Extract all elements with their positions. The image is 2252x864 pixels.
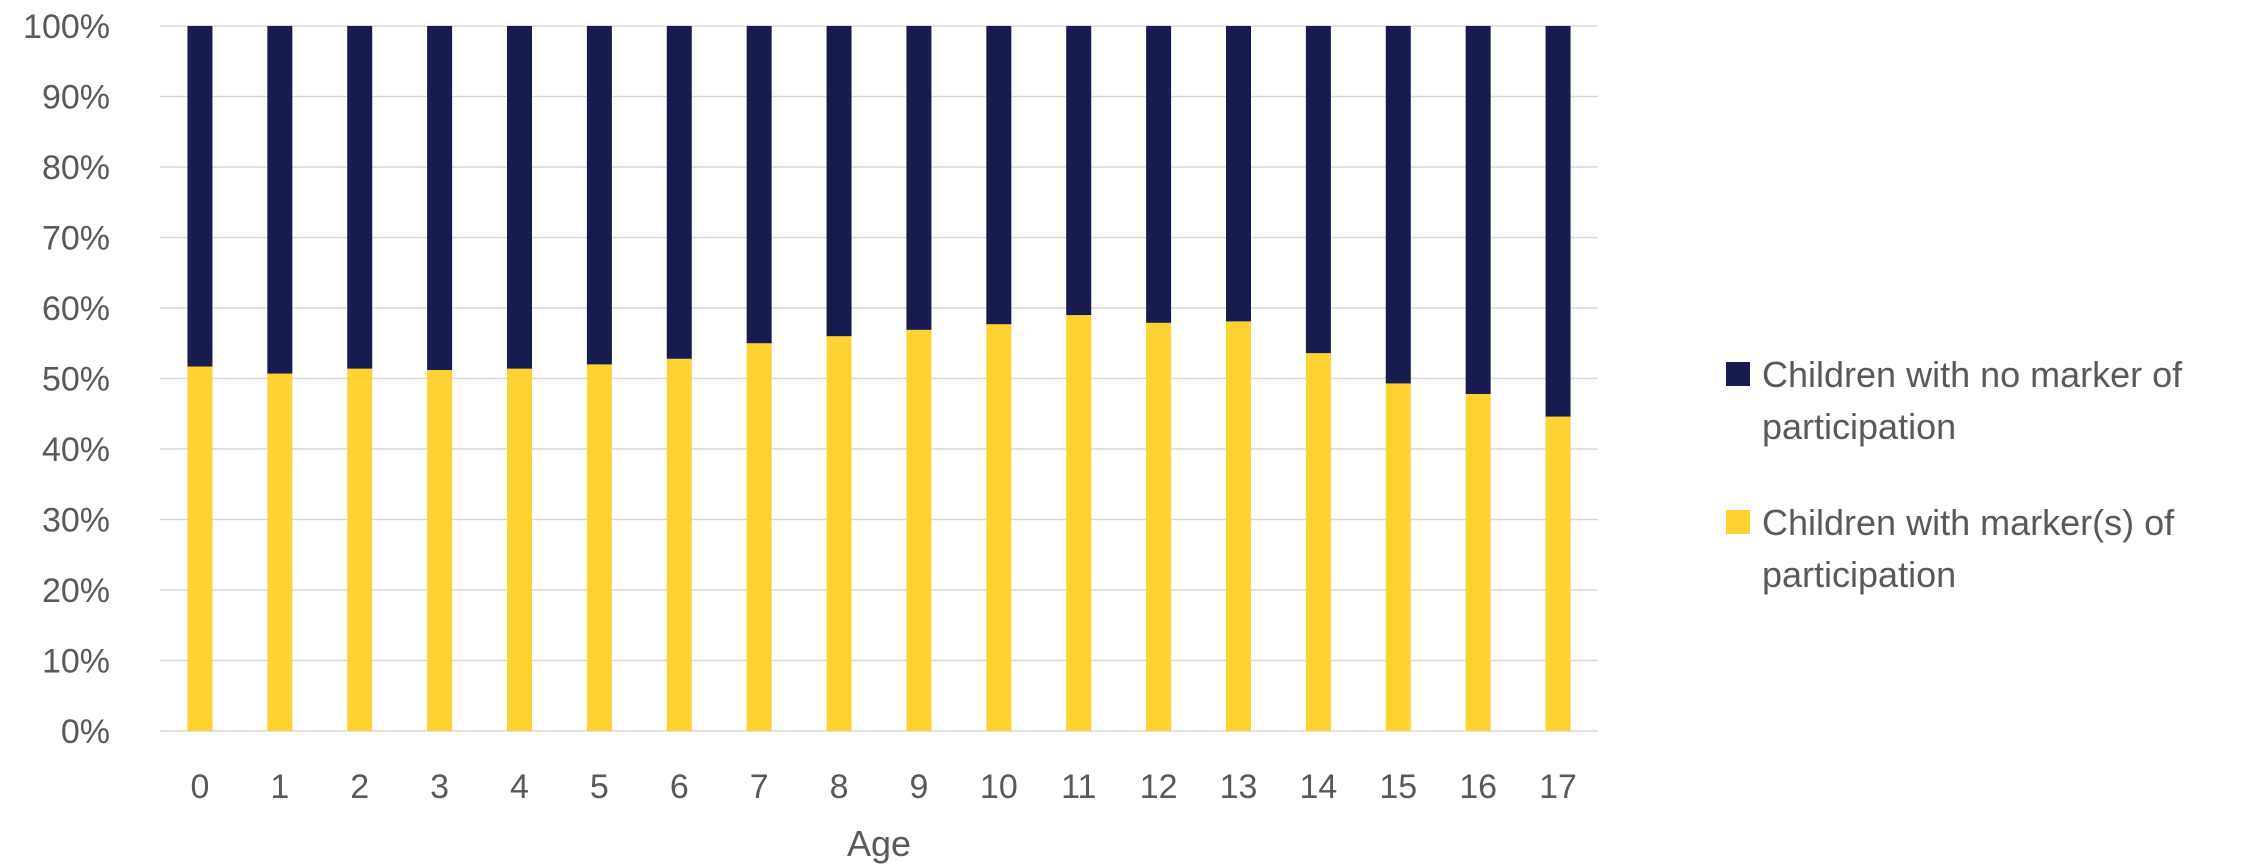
bar-segment-no-marker [1066,26,1092,316]
x-tick-label: 13 [1220,768,1258,806]
bar-segment-no-marker [826,26,852,337]
bars [187,26,1571,731]
bar-segment-no-marker [1305,26,1331,354]
x-tick-label: 6 [670,768,689,806]
x-tick-label: 10 [980,768,1018,806]
y-tick-label: 80% [42,149,110,187]
bar-segment-no-marker [1545,26,1571,417]
bar-segment-with-marker [586,364,612,731]
bar-segment-no-marker [986,26,1012,325]
x-tick-label: 3 [430,768,449,806]
y-tick-label: 20% [42,572,110,610]
y-tick-label: 60% [42,290,110,328]
x-tick-label: 14 [1299,768,1337,806]
x-tick-label: 17 [1539,768,1577,806]
legend-label: Children with no marker of [1762,354,2183,395]
y-tick-label: 0% [61,713,110,751]
legend-swatch [1726,510,1750,534]
bar-segment-with-marker [187,366,213,731]
x-tick-label: 12 [1140,768,1178,806]
legend-label: Children with marker(s) of [1762,502,2175,543]
bar-segment-with-marker [1146,322,1172,731]
x-tick-label: 8 [830,768,849,806]
bar-segment-with-marker [267,373,293,731]
y-tick-label: 100% [23,8,110,46]
bar-segment-with-marker [746,343,772,731]
y-tick-label: 10% [42,643,110,681]
bar-segment-with-marker [1545,416,1571,731]
x-tick-label: 0 [190,768,209,806]
x-tick-label: 7 [750,768,769,806]
bar-segment-no-marker [427,26,453,371]
bar-segment-with-marker [347,368,373,731]
y-tick-label: 30% [42,502,110,540]
bar-segment-no-marker [746,26,772,344]
legend: Children with no marker of participation C… [1726,354,2183,595]
bar-segment-with-marker [826,336,852,731]
y-tick-label: 70% [42,220,110,258]
bar-segment-with-marker [1385,383,1411,731]
bar-segment-no-marker [347,26,373,369]
x-tick-label: 2 [350,768,369,806]
x-tick-label: 5 [590,768,609,806]
bar-segment-with-marker [666,358,692,731]
bar-segment-with-marker [507,368,532,731]
x-axis-title: Age [847,823,911,864]
bar-segment-no-marker [666,26,692,359]
legend-label: participation [1762,406,1956,447]
bar-segment-no-marker [187,26,213,367]
x-tick-label: 16 [1459,768,1497,806]
bar-segment-with-marker [1305,353,1331,731]
bar-segment-no-marker [906,26,932,330]
bar-segment-with-marker [1226,321,1251,731]
x-tick-label: 15 [1379,768,1417,806]
x-tick-label: 11 [1061,768,1096,806]
bar-segment-no-marker [586,26,612,365]
y-axis-tick-labels: 0% 10% 20% 30% 40% 50% 60% 70% 80% 90% 100% [23,8,110,751]
bar-segment-no-marker [507,26,532,369]
y-tick-label: 50% [42,361,110,399]
x-tick-label: 4 [510,768,529,806]
bar-segment-no-marker [1465,26,1491,395]
bar-segment-with-marker [906,329,932,731]
x-tick-label: 9 [909,768,928,806]
bar-segment-no-marker [1385,26,1411,384]
bar-segment-no-marker [267,26,293,374]
bar-segment-no-marker [1226,26,1251,322]
gridlines [160,25,1598,732]
y-tick-label: 90% [42,79,110,117]
bar-segment-no-marker [1146,26,1172,323]
bar-segment-with-marker [1066,315,1092,731]
bar-segment-with-marker [1465,394,1491,731]
x-axis-tick-labels: 0 1 2 3 4 5 6 7 8 9 10 11 12 13 14 15 16 17 [190,768,1576,806]
legend-label: participation [1762,554,1956,595]
x-tick-label: 1 [270,768,289,806]
bar-segment-with-marker [427,370,453,731]
legend-swatch [1726,362,1750,386]
bar-segment-with-marker [986,324,1012,731]
y-tick-label: 40% [42,431,110,469]
